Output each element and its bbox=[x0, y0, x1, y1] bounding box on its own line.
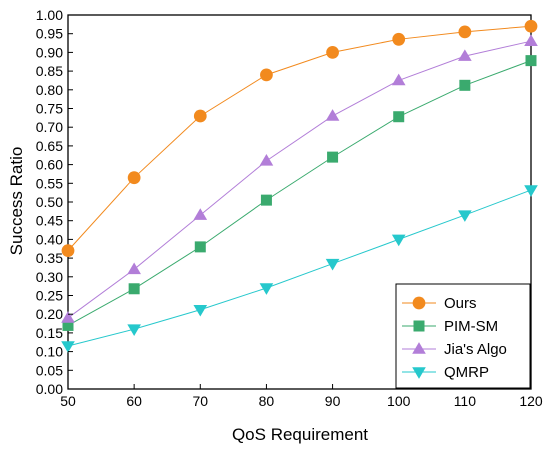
x-tick-label: 110 bbox=[454, 393, 477, 409]
data-point bbox=[193, 208, 208, 220]
data-point bbox=[128, 283, 140, 295]
x-axis-title: QoS Requirement bbox=[232, 425, 368, 444]
y-tick-label: 0.95 bbox=[36, 26, 63, 42]
data-point bbox=[259, 154, 274, 166]
data-point bbox=[193, 109, 207, 123]
data-point bbox=[61, 311, 75, 323]
data-point bbox=[458, 210, 472, 222]
data-point bbox=[392, 32, 406, 46]
legend-label: Jia's Algo bbox=[444, 341, 507, 358]
y-tick-label: 0.25 bbox=[36, 288, 63, 304]
x-tick-label: 80 bbox=[259, 393, 275, 409]
series-layer bbox=[61, 19, 538, 353]
legend-item: Ours bbox=[402, 295, 477, 312]
data-point bbox=[327, 151, 339, 163]
legend: Ours PIM-SM Jia's Algo QMRP bbox=[395, 283, 531, 389]
y-tick-label: 0.60 bbox=[36, 157, 63, 173]
y-tick-label: 0.30 bbox=[36, 269, 63, 285]
data-point bbox=[259, 283, 274, 295]
data-point bbox=[325, 258, 340, 271]
series-line bbox=[67, 60, 532, 326]
legend-marker bbox=[412, 342, 426, 354]
y-axis-title: Success Ratio bbox=[7, 147, 26, 256]
legend-marker bbox=[412, 367, 426, 379]
y-axis: 0.00 0.05 0.10 0.15 0.20 0.25 0.30 0.35 0.40 0.45… bbox=[36, 7, 73, 397]
y-tick-label: 0.85 bbox=[36, 63, 63, 79]
y-tick-label: 0.10 bbox=[36, 344, 63, 360]
legend-label: PIM-SM bbox=[444, 318, 498, 335]
series-line bbox=[67, 40, 532, 319]
data-point bbox=[325, 109, 340, 121]
x-axis: 50 60 70 80 90 100 110 120 bbox=[60, 384, 543, 409]
data-point bbox=[393, 111, 405, 123]
data-point bbox=[525, 55, 537, 67]
y-tick-label: 0.40 bbox=[36, 231, 63, 247]
y-tick-label: 0.15 bbox=[36, 325, 63, 341]
series-line bbox=[67, 25, 532, 251]
data-point bbox=[459, 79, 471, 91]
series-line bbox=[67, 189, 532, 347]
data-point bbox=[458, 49, 472, 61]
data-point bbox=[194, 241, 206, 253]
legend-item: Jia's Algo bbox=[402, 341, 507, 358]
y-tick-label: 0.35 bbox=[36, 250, 63, 266]
legend-marker bbox=[413, 320, 425, 332]
data-point bbox=[61, 244, 75, 257]
y-tick-label: 0.05 bbox=[36, 362, 63, 378]
y-tick-label: 0.80 bbox=[36, 82, 63, 98]
legend-item: PIM-SM bbox=[402, 318, 498, 335]
y-tick-label: 1.00 bbox=[36, 7, 63, 23]
data-point bbox=[524, 19, 538, 33]
y-tick-label: 0.50 bbox=[36, 194, 63, 210]
data-point bbox=[391, 73, 406, 86]
x-tick-label: 50 bbox=[60, 393, 76, 409]
y-tick-label: 0.90 bbox=[36, 44, 63, 60]
data-point bbox=[524, 185, 538, 197]
y-tick-label: 0.70 bbox=[36, 119, 63, 135]
data-point bbox=[260, 194, 272, 206]
data-point bbox=[127, 171, 141, 185]
series-1 bbox=[62, 55, 537, 331]
data-point bbox=[61, 341, 75, 353]
y-tick-label: 0.20 bbox=[36, 306, 63, 322]
y-tick-label: 0.00 bbox=[36, 381, 63, 397]
y-tick-label: 0.75 bbox=[36, 101, 63, 117]
x-tick-label: 100 bbox=[387, 393, 411, 409]
legend-label: QMRP bbox=[444, 364, 489, 381]
x-tick-label: 70 bbox=[192, 393, 208, 409]
legend-label: Ours bbox=[444, 295, 477, 312]
data-point bbox=[127, 262, 141, 275]
series-0 bbox=[61, 19, 538, 257]
data-point bbox=[193, 304, 208, 317]
data-point bbox=[326, 46, 339, 59]
data-point bbox=[127, 324, 141, 336]
series-3 bbox=[61, 185, 538, 353]
y-tick-label: 0.55 bbox=[36, 175, 63, 191]
y-tick-label: 0.65 bbox=[36, 138, 63, 154]
legend-marker bbox=[412, 296, 426, 310]
y-tick-label: 0.45 bbox=[36, 213, 63, 229]
x-tick-label: 120 bbox=[519, 393, 543, 409]
data-point bbox=[391, 234, 406, 247]
x-tick-label: 90 bbox=[325, 393, 341, 409]
data-point bbox=[260, 68, 273, 82]
series-2 bbox=[61, 34, 538, 323]
x-tick-label: 60 bbox=[126, 393, 142, 409]
data-point bbox=[524, 34, 538, 46]
data-point bbox=[458, 25, 472, 39]
data-point bbox=[62, 319, 74, 331]
legend-item: QMRP bbox=[402, 364, 489, 381]
